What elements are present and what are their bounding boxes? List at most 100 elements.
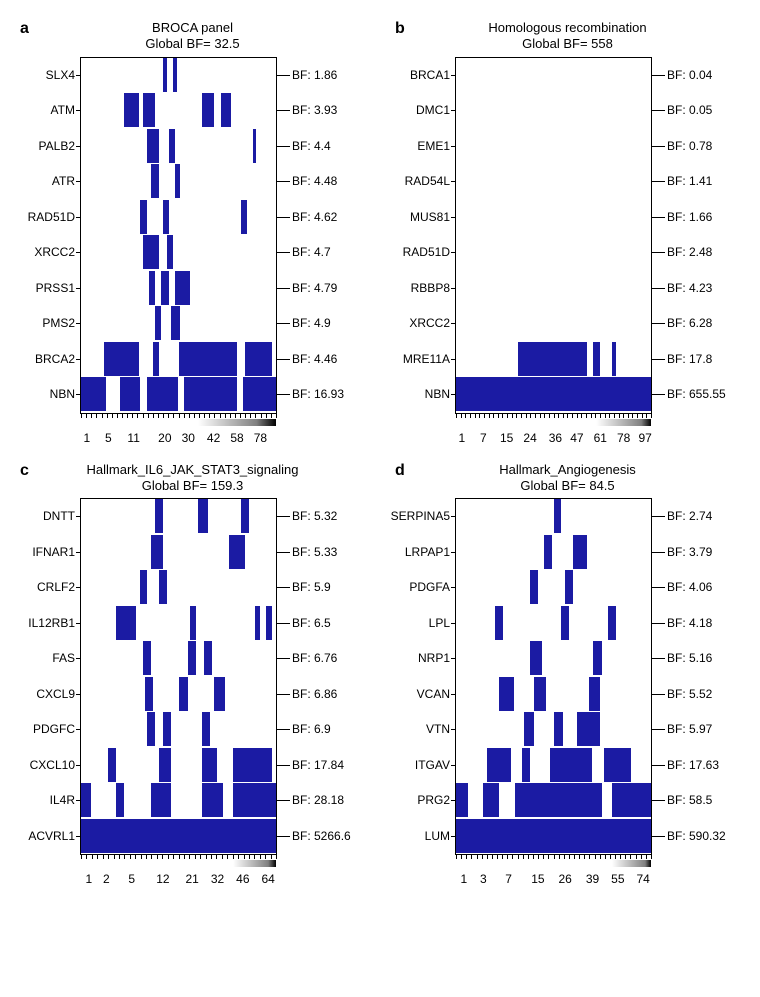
x-label: 1 xyxy=(459,431,466,445)
bar-segment xyxy=(190,606,196,640)
bar-segment xyxy=(202,783,223,817)
bar-segment xyxy=(233,783,276,817)
x-tick xyxy=(489,413,490,418)
bf-label: BF: 5.97 xyxy=(667,722,712,736)
gene-label: ACVRL1 xyxy=(28,829,75,843)
bar-segment xyxy=(204,641,212,675)
y-tick xyxy=(451,181,456,182)
panel-letter: b xyxy=(395,20,405,38)
plot-box: SLX4BF: 1.86ATMBF: 3.93PALB2BF: 4.4ATRBF… xyxy=(80,57,277,414)
x-tick xyxy=(572,413,573,418)
bf-tick xyxy=(276,836,290,837)
y-tick xyxy=(76,146,81,147)
bar-segment xyxy=(147,129,159,163)
bar-segment xyxy=(499,677,515,711)
x-tick xyxy=(260,854,261,859)
x-tick xyxy=(623,413,624,418)
x-tick xyxy=(543,854,544,859)
bf-tick xyxy=(651,729,665,730)
gene-label: NBN xyxy=(50,387,75,401)
x-tick xyxy=(615,854,616,859)
panel-title-line2: Global BF= 159.3 xyxy=(20,478,365,494)
bf-tick xyxy=(651,394,665,395)
gene-label: VTN xyxy=(426,722,450,736)
panel-title: Homologous recombinationGlobal BF= 558 xyxy=(395,20,740,53)
bar-segment xyxy=(175,271,191,305)
x-label: 74 xyxy=(637,872,650,886)
bf-tick xyxy=(651,516,665,517)
x-tick xyxy=(127,413,128,418)
gene-label: NBN xyxy=(425,387,450,401)
x-tick xyxy=(554,854,555,859)
x-tick xyxy=(646,413,647,418)
panel-title-line1: BROCA panel xyxy=(20,20,365,36)
bar-segment xyxy=(81,377,106,411)
x-tick xyxy=(625,854,626,859)
bf-label: BF: 1.66 xyxy=(667,210,712,224)
bf-label: BF: 3.93 xyxy=(292,103,337,117)
gene-label: PMS2 xyxy=(42,316,75,330)
x-label: 2 xyxy=(103,872,110,886)
bar-segment xyxy=(534,677,546,711)
bf-label: BF: 4.4 xyxy=(292,139,331,153)
y-tick xyxy=(451,729,456,730)
plot-box: SERPINA5BF: 2.74LRPAP1BF: 3.79PDGFABF: 4… xyxy=(455,498,652,855)
x-tick xyxy=(533,854,534,859)
bf-tick xyxy=(276,359,290,360)
bf-label: BF: 0.04 xyxy=(667,68,712,82)
bar-segment xyxy=(169,129,175,163)
bar-segment xyxy=(140,200,148,234)
gene-label: IFNAR1 xyxy=(32,545,75,559)
x-tick xyxy=(271,413,272,418)
chart-area: SLX4BF: 1.86ATMBF: 3.93PALB2BF: 4.4ATRBF… xyxy=(20,57,365,437)
x-label: 30 xyxy=(182,431,195,445)
x-tick xyxy=(130,854,131,859)
x-tick xyxy=(189,413,190,418)
x-tick xyxy=(92,854,93,859)
y-tick xyxy=(451,110,456,111)
bf-label: BF: 5.16 xyxy=(667,651,712,665)
x-tick xyxy=(141,854,142,859)
bf-label: BF: 655.55 xyxy=(667,387,726,401)
bf-tick xyxy=(651,146,665,147)
bf-tick xyxy=(651,110,665,111)
panel-letter: a xyxy=(20,20,29,38)
x-tick xyxy=(162,854,163,859)
x-tick xyxy=(482,854,483,859)
x-tick xyxy=(195,854,196,859)
x-tick xyxy=(179,854,180,859)
x-label: 1 xyxy=(85,872,92,886)
bar-segment xyxy=(161,271,169,305)
bf-tick xyxy=(276,765,290,766)
x-tick xyxy=(605,413,606,418)
x-tick xyxy=(651,854,652,859)
x-tick xyxy=(641,854,642,859)
chart-area: DNTTBF: 5.32IFNAR1BF: 5.33CRLF2BF: 5.9IL… xyxy=(20,498,365,878)
x-tick xyxy=(492,854,493,859)
bar-segment xyxy=(159,748,171,782)
bar-segment xyxy=(202,748,218,782)
x-tick xyxy=(564,854,565,859)
x-label: 20 xyxy=(158,431,171,445)
x-tick xyxy=(179,413,180,418)
bf-tick xyxy=(276,181,290,182)
gene-label: FAS xyxy=(52,651,75,665)
y-tick xyxy=(76,587,81,588)
x-tick xyxy=(151,854,152,859)
x-tick xyxy=(498,413,499,418)
x-tick xyxy=(512,854,513,859)
bf-tick xyxy=(651,694,665,695)
bf-tick xyxy=(651,765,665,766)
bf-label: BF: 1.41 xyxy=(667,174,712,188)
bf-tick xyxy=(276,75,290,76)
x-label: 39 xyxy=(586,872,599,886)
gene-label: IL12RB1 xyxy=(28,616,75,630)
bf-label: BF: 3.79 xyxy=(667,545,712,559)
bar-segment xyxy=(179,342,238,376)
x-tick xyxy=(549,413,550,418)
gene-label: CRLF2 xyxy=(37,580,75,594)
bf-label: BF: 6.9 xyxy=(292,722,331,736)
bf-label: BF: 4.62 xyxy=(292,210,337,224)
x-label: 12 xyxy=(156,872,169,886)
panel-title-line2: Global BF= 84.5 xyxy=(395,478,740,494)
